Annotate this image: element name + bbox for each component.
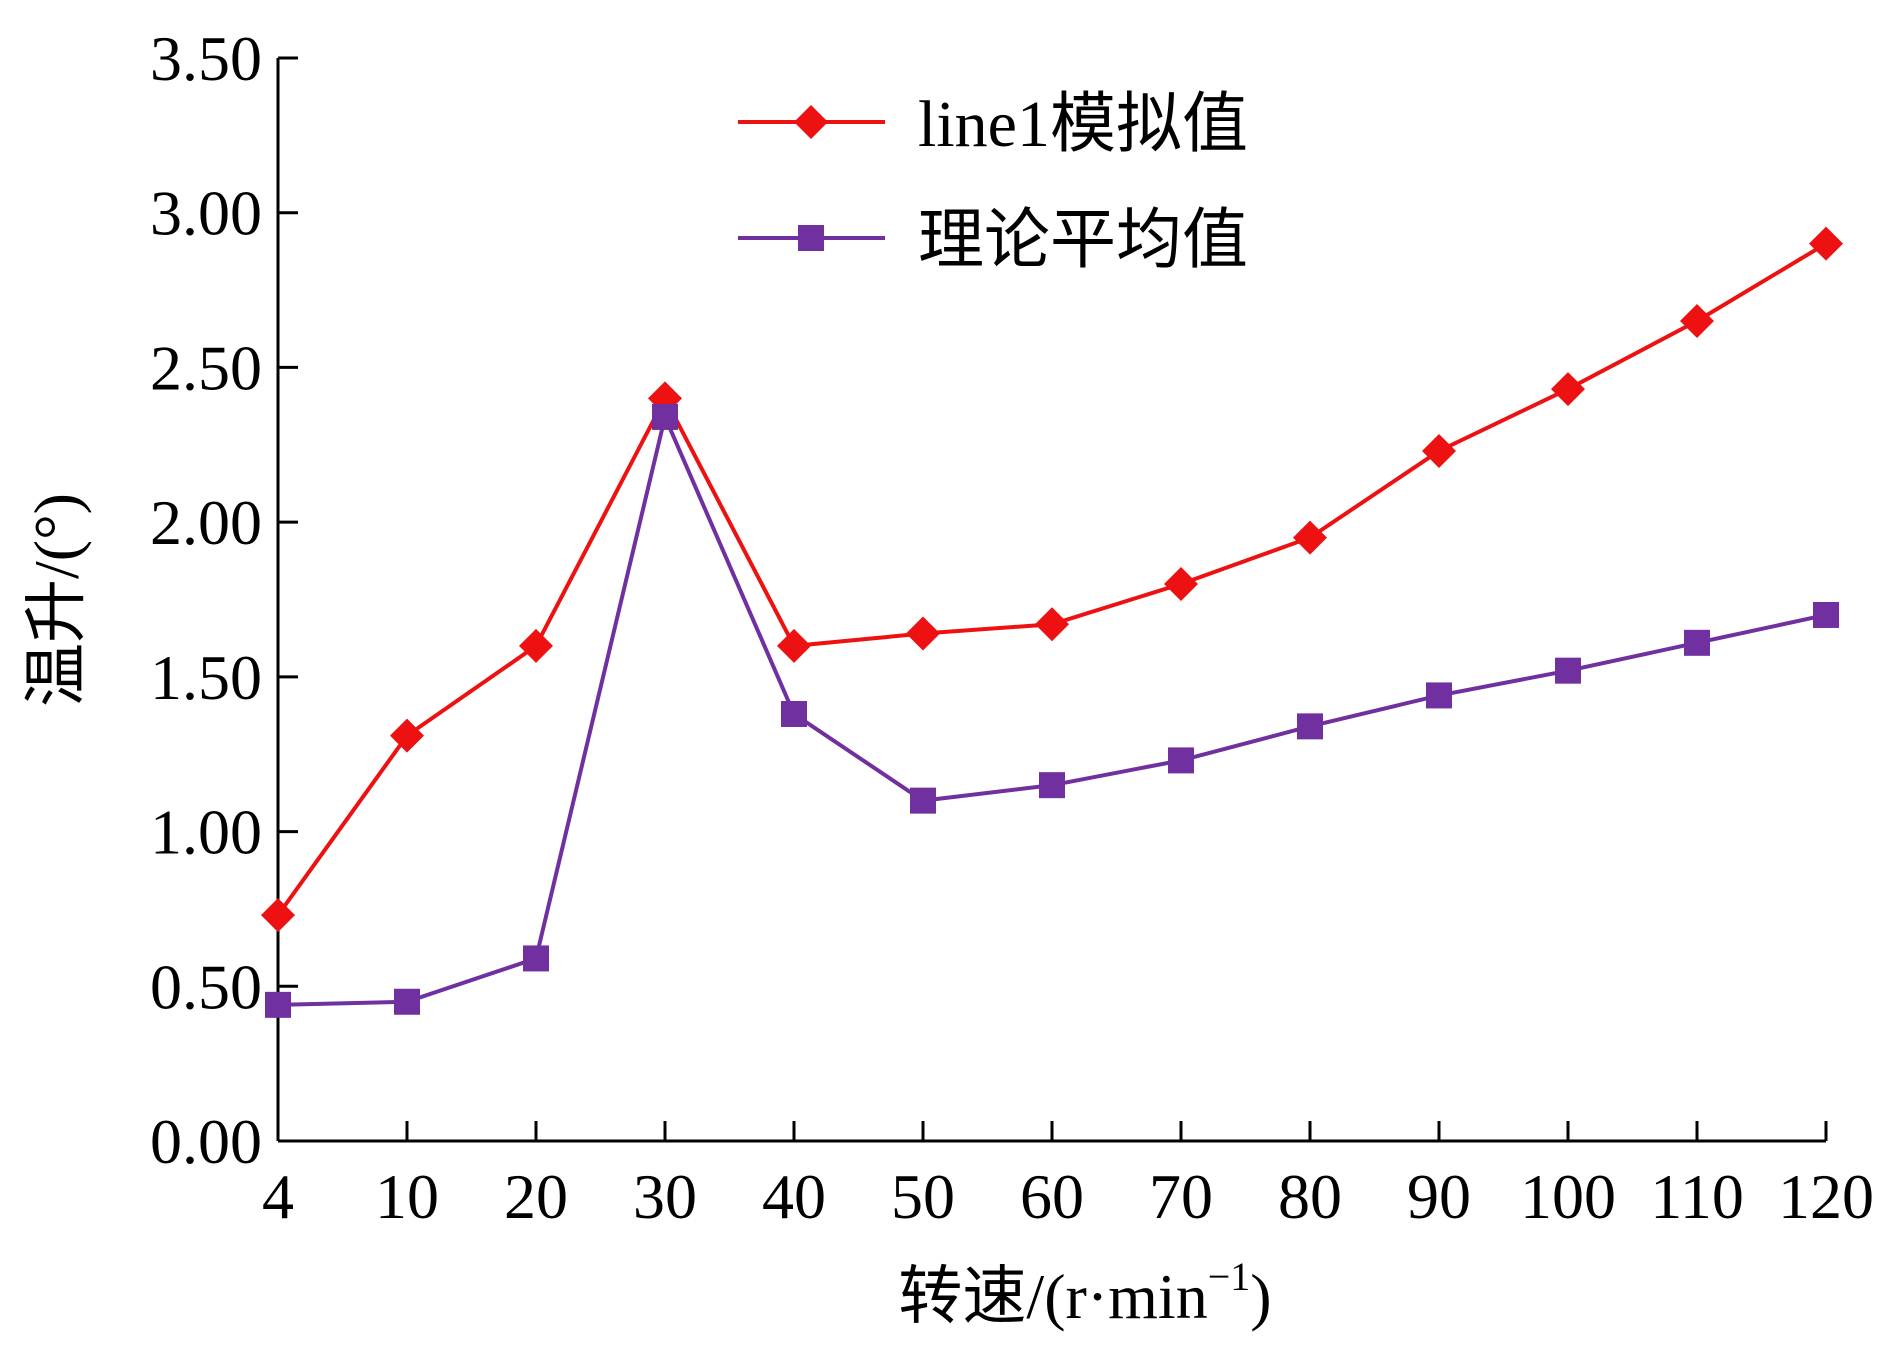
- legend-marker-diamond: [794, 105, 828, 139]
- data-point-diamond: [1035, 607, 1069, 642]
- data-point-square: [1039, 772, 1065, 799]
- data-point-diamond: [906, 616, 940, 651]
- legend-label: 理论平均值: [918, 204, 1248, 277]
- data-point-square: [652, 403, 678, 430]
- x-tick-label: 50: [891, 1161, 955, 1232]
- x-tick-label: 70: [1149, 1161, 1213, 1232]
- x-tick-label: 100: [1520, 1161, 1616, 1232]
- y-tick-label: 2.00: [150, 487, 262, 558]
- x-axis-title-end: ): [1250, 1261, 1271, 1332]
- x-tick-label: 4: [262, 1161, 294, 1232]
- data-point-square: [523, 945, 549, 972]
- y-tick-label: 2.50: [150, 332, 262, 403]
- y-tick-label: 0.00: [150, 1106, 262, 1177]
- legend-label: line1模拟值: [918, 88, 1248, 161]
- data-point-square: [1168, 747, 1194, 774]
- data-point-square: [1813, 601, 1839, 628]
- x-tick-label: 120: [1778, 1161, 1874, 1232]
- legend-item-1: line1模拟值: [738, 88, 1248, 161]
- data-point-diamond: [1164, 567, 1198, 602]
- data-point-square: [394, 988, 420, 1015]
- series-1: [261, 226, 1843, 933]
- data-point-diamond: [1809, 226, 1843, 261]
- data-point-diamond: [777, 628, 811, 663]
- series-line: [276, 241, 1828, 917]
- data-point-square: [265, 991, 291, 1018]
- series-line: [277, 410, 1827, 1007]
- x-tick-label: 30: [633, 1161, 697, 1232]
- x-tick-label: 110: [1650, 1161, 1744, 1232]
- data-point-square: [1426, 682, 1452, 709]
- x-axis-title: 转速/(r·min−1): [898, 1254, 1271, 1332]
- y-tick-label: 1.00: [150, 797, 262, 868]
- series-layer: [261, 226, 1843, 1018]
- legend-item-2: 理论平均值: [738, 204, 1248, 277]
- x-ticks: 4 10 20 30 40 50 60 70 80 90 100 110 120: [262, 1121, 1874, 1232]
- y-tick-label: 0.50: [150, 951, 262, 1022]
- data-point-diamond: [261, 898, 295, 933]
- data-point-diamond: [1680, 304, 1714, 339]
- x-tick-label: 80: [1278, 1161, 1342, 1232]
- x-tick-label: 90: [1407, 1161, 1471, 1232]
- y-tick-label: 1.50: [150, 642, 262, 713]
- data-point-square: [1555, 657, 1581, 684]
- data-point-diamond: [1422, 433, 1456, 468]
- y-tick-label: 3.00: [150, 178, 262, 249]
- data-point-square: [910, 787, 936, 814]
- legend-marker-square: [798, 225, 824, 251]
- x-tick-label: 60: [1020, 1161, 1084, 1232]
- data-point-diamond: [1293, 520, 1327, 555]
- x-tick-label: 40: [762, 1161, 826, 1232]
- data-point-diamond: [390, 718, 424, 753]
- data-point-square: [1297, 713, 1323, 740]
- x-axis-title-superscript: −1: [1208, 1254, 1251, 1299]
- x-axis-title-main: 转速/(r·min: [898, 1261, 1207, 1332]
- data-point-square: [1684, 629, 1710, 656]
- x-tick-label: 20: [504, 1161, 568, 1232]
- series-2: [265, 403, 1839, 1018]
- y-axis-title: 温升/(°): [21, 493, 92, 707]
- x-tick-label: 10: [375, 1161, 439, 1232]
- data-point-diamond: [519, 628, 553, 663]
- data-point-diamond: [1551, 372, 1585, 407]
- data-point-square: [781, 700, 807, 727]
- y-tick-label: 3.50: [150, 23, 262, 94]
- y-ticks: 0.00 0.50 1.00 1.50 2.00 2.50 3.00 3.50: [150, 23, 298, 1177]
